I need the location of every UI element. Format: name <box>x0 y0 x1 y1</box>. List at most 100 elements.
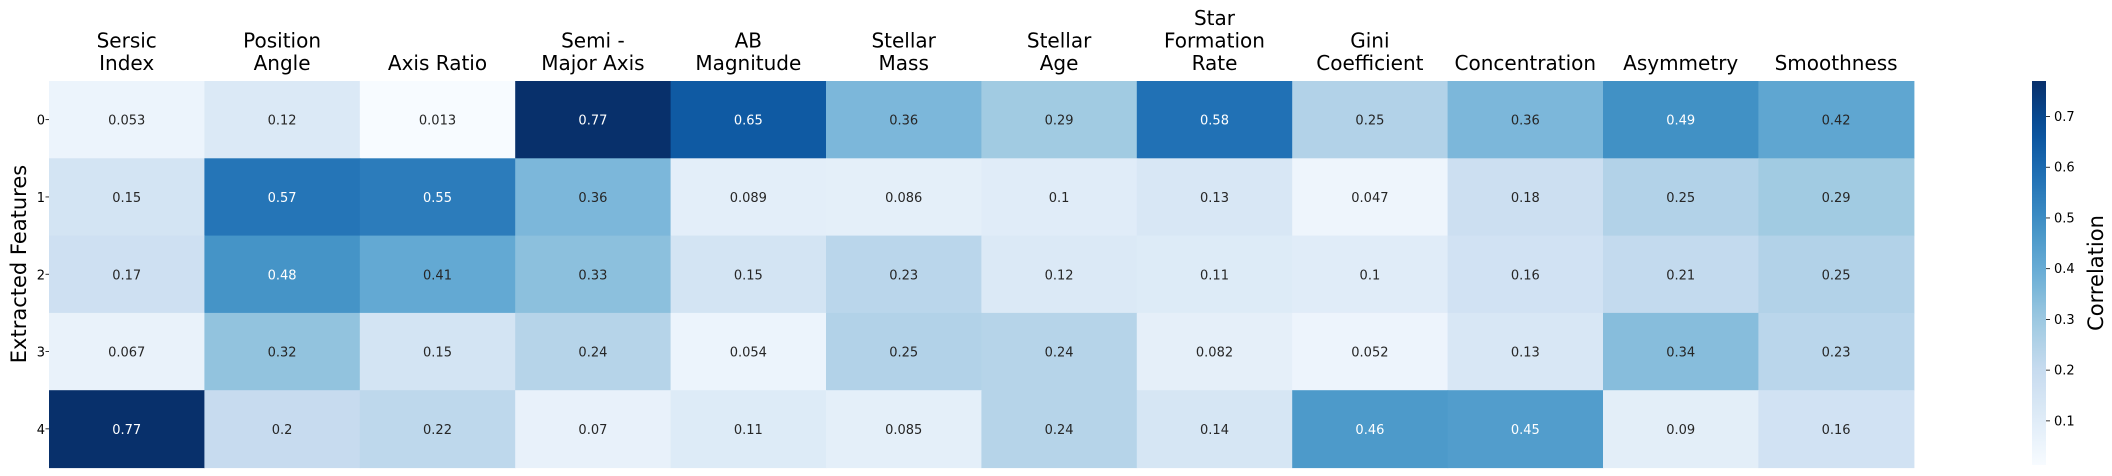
cell-value-label: 0.17 <box>112 268 141 283</box>
heatmap-cell <box>1603 158 1759 237</box>
colorbar-tick-label: 0.5 <box>2054 211 2075 226</box>
heatmap-cell <box>826 312 982 391</box>
heatmap-cell <box>204 390 361 469</box>
heatmap-cell <box>1603 390 1759 469</box>
heatmap-cell <box>49 81 205 159</box>
colorbar-tick-label: 0.1 <box>2054 414 2075 429</box>
row-label: 4 <box>37 423 45 438</box>
colorbar-gradient <box>2032 81 2046 465</box>
heatmap-cell <box>981 235 1138 314</box>
cell-value-label: 0.07 <box>578 423 607 438</box>
row-label: 0 <box>37 114 45 129</box>
heatmap-cell <box>1292 312 1449 391</box>
cell-value-label: 0.082 <box>1196 346 1233 361</box>
heatmap-cell <box>49 235 205 314</box>
heatmap-cell <box>359 158 516 237</box>
column-label: Axis Ratio <box>388 51 487 75</box>
row-label: 2 <box>37 268 45 283</box>
heatmap-cell <box>204 312 361 391</box>
cell-value-label: 0.49 <box>1666 114 1695 129</box>
cell-value-label: 0.29 <box>1045 114 1074 129</box>
heatmap-cell <box>1758 390 1915 469</box>
cell-value-label: 0.054 <box>730 346 767 361</box>
heatmap-cell <box>515 312 672 391</box>
heatmap-cell <box>1603 81 1759 159</box>
heatmap-cell <box>515 390 672 469</box>
cell-value-label: 0.13 <box>1200 191 1229 206</box>
heatmap-cell <box>1447 235 1604 314</box>
heatmap-cell <box>670 390 827 469</box>
cell-value-label: 0.77 <box>112 423 141 438</box>
heatmap-cell <box>515 235 672 314</box>
heatmap-cell <box>359 390 516 469</box>
heatmap-cell <box>1136 81 1293 159</box>
cell-value-label: 0.45 <box>1511 423 1540 438</box>
heatmap-cell <box>981 390 1138 469</box>
cell-value-label: 0.33 <box>578 268 607 283</box>
heatmap-cell <box>49 390 205 469</box>
column-label: Position <box>243 29 321 53</box>
heatmap-cell <box>204 158 361 237</box>
cell-value-label: 0.25 <box>1355 114 1384 129</box>
heatmap-cell <box>981 158 1138 237</box>
cell-value-label: 0.15 <box>734 268 763 283</box>
cell-value-label: 0.24 <box>1045 346 1074 361</box>
cell-value-label: 0.48 <box>268 268 297 283</box>
column-label: Sersic <box>97 29 157 53</box>
cell-value-label: 0.052 <box>1351 346 1388 361</box>
heatmap-cell <box>359 81 516 159</box>
cell-value-label: 0.24 <box>1045 423 1074 438</box>
cell-value-label: 0.23 <box>1822 346 1851 361</box>
cell-value-label: 0.1 <box>1049 191 1070 206</box>
cell-value-label: 0.047 <box>1351 191 1388 206</box>
heatmap-cell <box>1447 312 1604 391</box>
colorbar-tick-label: 0.7 <box>2054 110 2075 125</box>
heatmap-cell <box>1758 81 1915 159</box>
colorbar-ticks: 0.1 0.2 0.3 0.4 0.5 0.6 0.7 <box>2046 110 2075 429</box>
cell-value-label: 0.55 <box>423 191 452 206</box>
column-label: AB <box>735 29 762 53</box>
column-label: Index <box>99 51 154 75</box>
colorbar-tick-label: 0.4 <box>2054 262 2075 277</box>
heatmap-cell <box>1136 235 1293 314</box>
cell-value-label: 0.1 <box>1360 268 1381 283</box>
cell-value-label: 0.36 <box>1511 114 1540 129</box>
cell-value-label: 0.21 <box>1666 268 1695 283</box>
heatmap-cell <box>359 235 516 314</box>
y-axis-title: Extracted Features <box>7 165 31 363</box>
column-label: Stellar <box>871 29 936 53</box>
cell-value-label: 0.25 <box>1822 268 1851 283</box>
row-label: 3 <box>37 346 45 361</box>
heatmap-cell <box>826 158 982 237</box>
heatmap-cell <box>1447 390 1604 469</box>
cell-value-label: 0.16 <box>1822 423 1851 438</box>
heatmap-cell <box>515 158 672 237</box>
cell-value-label: 0.067 <box>108 346 145 361</box>
cell-value-label: 0.14 <box>1200 423 1229 438</box>
column-label: Coefficient <box>1316 51 1423 75</box>
cell-value-label: 0.22 <box>423 423 452 438</box>
cell-value-label: 0.18 <box>1511 191 1540 206</box>
cell-value-label: 0.15 <box>112 191 141 206</box>
column-label: Angle <box>254 51 311 75</box>
heatmap-cell <box>1603 235 1759 314</box>
cell-value-label: 0.29 <box>1822 191 1851 206</box>
column-label: Gini <box>1350 29 1389 53</box>
heatmap-cell <box>204 81 361 159</box>
cell-value-label: 0.13 <box>1511 346 1540 361</box>
heatmap-cell <box>1136 390 1293 469</box>
heatmap-cell <box>1758 158 1915 237</box>
heatmap-cell <box>670 158 827 237</box>
heatmap-cell <box>1447 158 1604 237</box>
heatmap-cell <box>1603 312 1759 391</box>
heatmap-cell <box>1136 312 1293 391</box>
column-label: Concentration <box>1455 51 1596 75</box>
column-label: Magnitude <box>695 51 801 75</box>
cell-value-label: 0.77 <box>578 114 607 129</box>
heatmap-cell <box>670 312 827 391</box>
cell-value-label: 0.12 <box>1045 268 1074 283</box>
cell-value-label: 0.013 <box>419 114 456 129</box>
column-label: Smoothness <box>1775 51 1898 75</box>
